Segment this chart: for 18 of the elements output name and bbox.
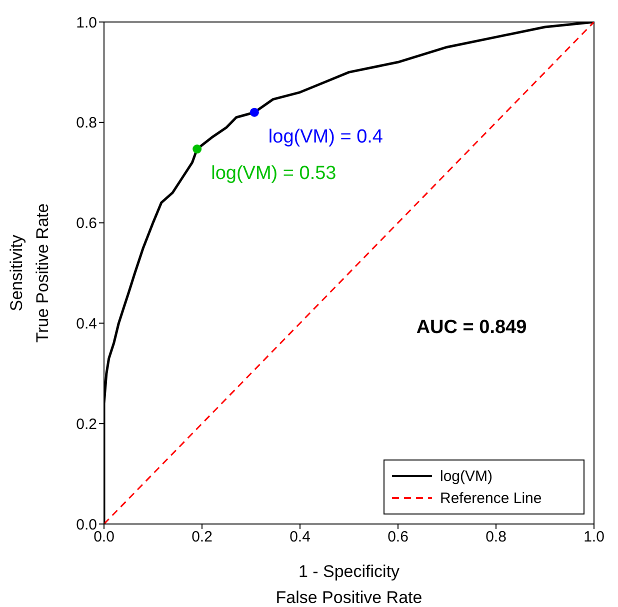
y-tick-label: 0.8 <box>76 114 97 132</box>
x-axis-title: 1 - Specificity False Positive Rate <box>276 562 422 607</box>
annotation: log(VM) = 0.53 <box>211 163 336 184</box>
y-tick-label: 0.6 <box>76 215 97 232</box>
annotation: AUC = 0.849 <box>416 317 527 338</box>
x-tick-label: 1.0 <box>584 528 604 546</box>
legend-label: log(VM) <box>440 468 493 485</box>
y-tick-label: 0.4 <box>76 316 97 333</box>
annotation: log(VM) = 0.4 <box>268 126 384 148</box>
y-axis-title: Sensitivity True Positive Rate <box>7 203 52 343</box>
legend-label: Reference Line <box>440 490 542 507</box>
x-tick-label: 0.8 <box>486 528 506 546</box>
y-tick-label: 0.2 <box>76 416 97 433</box>
y-tick-label: 1.0 <box>76 14 97 32</box>
x-tick-label: 0.4 <box>290 528 310 546</box>
x-tick-label: 0.2 <box>192 528 212 546</box>
x-tick-label: 0.6 <box>388 528 408 546</box>
x-tick-label: 0.0 <box>94 528 114 546</box>
